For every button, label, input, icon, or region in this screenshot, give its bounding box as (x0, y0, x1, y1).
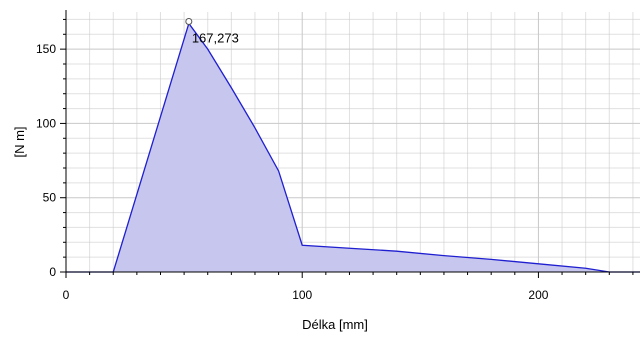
x-tick-label: 0 (63, 288, 70, 302)
peak-marker (185, 17, 193, 25)
tick-labels: 0 100 200 0 50 100 150 (36, 42, 549, 302)
y-tick-label: 100 (36, 116, 56, 130)
x-tick-label: 100 (292, 288, 312, 302)
peak-annotation: 167,273 (192, 30, 239, 45)
x-tick-label: 200 (528, 288, 548, 302)
x-axis-title: Délka [mm] (302, 317, 368, 332)
y-axis-title: [N m] (12, 126, 27, 157)
y-tick-label: 50 (43, 191, 57, 205)
series-line (66, 22, 640, 273)
y-tick-label: 150 (36, 42, 56, 56)
axes (60, 10, 640, 278)
series-fill (66, 23, 640, 272)
plot-area (66, 22, 640, 273)
y-tick-label: 0 (49, 265, 56, 279)
